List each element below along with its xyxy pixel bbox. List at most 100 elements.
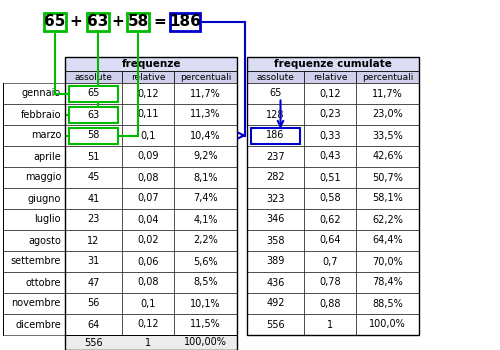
Bar	[65, 188, 122, 209]
FancyBboxPatch shape	[69, 127, 118, 144]
Bar	[174, 104, 237, 125]
Text: assolute: assolute	[256, 72, 294, 82]
Text: =: =	[154, 14, 166, 29]
Text: 556: 556	[84, 337, 103, 348]
FancyBboxPatch shape	[44, 13, 66, 31]
Text: febbraio: febbraio	[20, 110, 61, 119]
Text: 1: 1	[327, 320, 333, 329]
Text: 186: 186	[169, 14, 201, 29]
Text: dicembre: dicembre	[15, 320, 61, 329]
Text: 10,1%: 10,1%	[190, 299, 221, 308]
Text: 282: 282	[266, 173, 285, 182]
Bar	[247, 125, 304, 146]
Bar	[356, 125, 419, 146]
Text: 556: 556	[266, 320, 285, 329]
Text: 58: 58	[128, 14, 148, 29]
Text: gennaio: gennaio	[22, 89, 61, 98]
Text: 186: 186	[266, 131, 284, 140]
Text: aprile: aprile	[33, 152, 61, 161]
Text: relative: relative	[131, 72, 165, 82]
Text: 31: 31	[88, 257, 100, 266]
Bar	[122, 314, 174, 335]
FancyBboxPatch shape	[170, 13, 200, 31]
Bar	[174, 272, 237, 293]
Bar	[65, 57, 237, 71]
Bar	[356, 188, 419, 209]
Bar	[304, 146, 356, 167]
Text: 492: 492	[266, 299, 285, 308]
Bar	[356, 71, 419, 83]
Bar	[3, 293, 65, 314]
Text: 0,08: 0,08	[137, 173, 159, 182]
Text: 237: 237	[266, 152, 285, 161]
Bar	[122, 209, 174, 230]
Bar	[304, 188, 356, 209]
Text: 10,4%: 10,4%	[190, 131, 221, 140]
Text: 65: 65	[88, 89, 100, 98]
Text: 100,00%: 100,00%	[184, 337, 227, 348]
Bar	[3, 167, 65, 188]
Text: 0,58: 0,58	[319, 194, 341, 203]
Bar	[247, 272, 304, 293]
Bar	[247, 57, 419, 335]
Text: 56: 56	[88, 299, 100, 308]
Bar	[3, 188, 65, 209]
Text: 78,4%: 78,4%	[372, 278, 403, 287]
Bar	[356, 230, 419, 251]
Text: 186: 186	[266, 131, 284, 140]
Bar	[174, 188, 237, 209]
Text: 0,1: 0,1	[140, 299, 156, 308]
Bar	[304, 209, 356, 230]
Text: 0,62: 0,62	[319, 215, 341, 224]
Text: 64: 64	[88, 320, 100, 329]
Bar	[247, 167, 304, 188]
Bar	[122, 104, 174, 125]
Text: 58,1%: 58,1%	[372, 194, 403, 203]
Text: 45: 45	[88, 173, 100, 182]
Bar	[3, 104, 65, 125]
Text: 23: 23	[88, 215, 100, 224]
Text: 436: 436	[266, 278, 284, 287]
Text: 0,64: 0,64	[320, 236, 341, 245]
Bar	[122, 251, 174, 272]
Text: 88,5%: 88,5%	[372, 299, 403, 308]
Bar	[304, 293, 356, 314]
Text: 65: 65	[44, 14, 66, 29]
Text: 50,7%: 50,7%	[372, 173, 403, 182]
Bar	[304, 125, 356, 146]
Text: 0,08: 0,08	[137, 278, 159, 287]
Bar	[122, 230, 174, 251]
Bar	[356, 293, 419, 314]
Text: maggio: maggio	[24, 173, 61, 182]
Text: 63: 63	[88, 14, 108, 29]
Text: 0,11: 0,11	[137, 110, 159, 119]
Text: 1: 1	[145, 337, 151, 348]
Bar	[304, 104, 356, 125]
Bar	[3, 209, 65, 230]
Bar	[247, 251, 304, 272]
Bar	[304, 83, 356, 104]
FancyBboxPatch shape	[87, 13, 109, 31]
Bar	[65, 335, 237, 350]
Bar	[304, 71, 356, 83]
Text: 358: 358	[266, 236, 285, 245]
Text: assolute: assolute	[74, 72, 112, 82]
Text: 128: 128	[266, 110, 285, 119]
Bar	[65, 251, 122, 272]
Bar	[174, 293, 237, 314]
Bar	[3, 125, 65, 146]
Bar	[247, 104, 304, 125]
Bar	[174, 125, 237, 146]
Bar	[304, 314, 356, 335]
Text: 11,5%: 11,5%	[190, 320, 221, 329]
Text: agosto: agosto	[28, 236, 61, 245]
Text: 63: 63	[88, 110, 100, 119]
Text: 0,51: 0,51	[319, 173, 341, 182]
FancyBboxPatch shape	[251, 127, 300, 144]
Bar	[174, 251, 237, 272]
FancyBboxPatch shape	[69, 85, 118, 101]
Bar	[304, 167, 356, 188]
Bar	[356, 167, 419, 188]
Bar	[174, 83, 237, 104]
Bar	[174, 230, 237, 251]
